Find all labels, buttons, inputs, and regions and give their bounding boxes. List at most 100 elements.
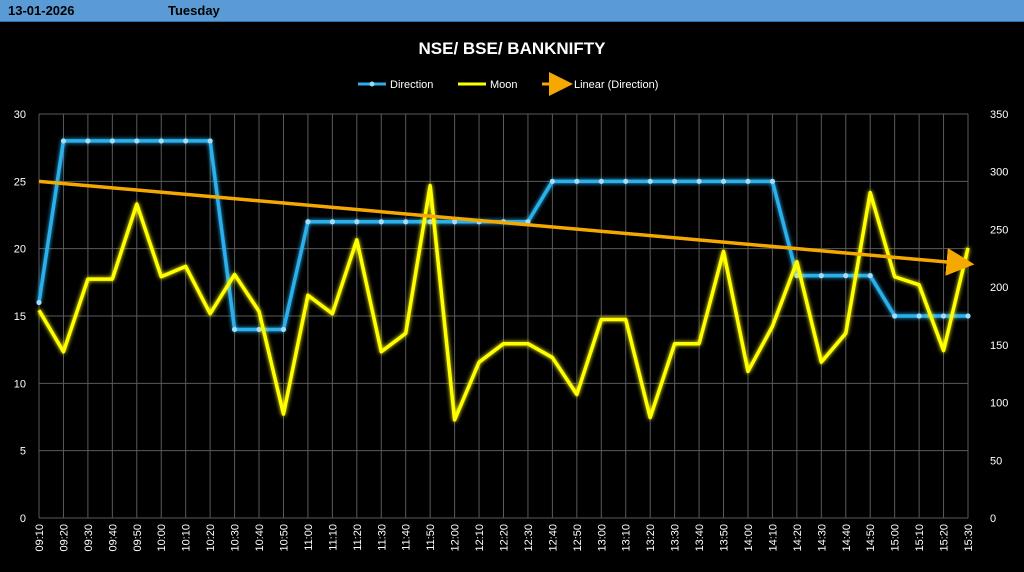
point-direction (378, 219, 384, 225)
y-left-tick-label: 15 (14, 311, 26, 323)
x-tick-label: 12:50 (572, 524, 584, 552)
x-tick-label: 15:30 (963, 524, 975, 552)
point-direction (696, 178, 702, 184)
point-direction (403, 219, 409, 225)
legend-label-moon: Moon (490, 79, 518, 91)
x-tick-label: 11:50 (425, 524, 437, 551)
legend-item-direction: Direction (358, 79, 433, 91)
legend-label-linear: Linear (Direction) (574, 79, 658, 91)
x-tick-label: 12:30 (523, 524, 535, 552)
x-tick-label: 14:40 (841, 524, 853, 552)
x-tick-label: 09:30 (83, 524, 95, 552)
x-tick-label: 09:10 (34, 524, 46, 552)
x-tick-label: 09:20 (58, 524, 70, 552)
x-tick-label: 12:20 (499, 524, 511, 552)
y-right-tick-label: 150 (990, 340, 1008, 352)
point-direction (256, 326, 262, 333)
combo-line-chart: NSE/ BSE/ BANKNIFTY Direction Moon Linea… (14, 39, 1009, 552)
point-direction (427, 219, 433, 225)
x-tick-label: 09:50 (132, 524, 144, 552)
point-direction (598, 178, 604, 184)
x-tick-label: 10:30 (230, 524, 242, 552)
point-direction (940, 313, 947, 319)
x-tick-label: 11:10 (327, 524, 339, 551)
x-tick-label: 15:00 (890, 524, 902, 552)
series-trendline-linear (38, 179, 975, 276)
x-tick-label: 13:10 (621, 524, 633, 552)
x-tick-label: 14:10 (767, 524, 779, 552)
y-right-tick-label: 350 (990, 109, 1008, 121)
header-bar: 13-01-2026 Tuesday (0, 0, 1024, 22)
point-direction (623, 178, 629, 184)
point-direction (818, 273, 824, 279)
y-left-tick-label: 25 (14, 176, 26, 188)
x-tick-label: 13:30 (670, 524, 682, 552)
x-tick-label: 15:20 (939, 524, 951, 552)
chart-series (36, 138, 975, 422)
x-tick-label: 14:30 (816, 524, 828, 552)
y-left-tick-label: 10 (14, 378, 26, 390)
x-tick-label: 14:00 (743, 524, 755, 552)
y-right-tick-label: 200 (990, 282, 1008, 294)
point-direction (769, 178, 776, 184)
y-left-tick-label: 5 (20, 446, 26, 458)
point-direction (867, 273, 873, 279)
series-line-moon (37, 183, 970, 422)
legend-label-direction: Direction (390, 79, 433, 91)
x-tick-label: 13:20 (645, 524, 657, 552)
point-direction (574, 178, 580, 184)
x-tick-label: 11:00 (303, 524, 315, 551)
x-tick-label: 09:40 (107, 524, 119, 552)
point-direction (647, 178, 653, 184)
y-right-tick-label: 250 (990, 224, 1008, 236)
point-direction (672, 178, 678, 184)
chart-legend: Direction Moon Linear (Direction) (358, 72, 658, 96)
header-date: 13-01-2026 (8, 3, 75, 18)
point-direction (60, 138, 67, 144)
x-tick-label: 14:50 (865, 524, 877, 552)
y-left-tick-label: 0 (20, 513, 26, 525)
x-tick-label: 13:50 (719, 524, 731, 552)
point-direction (183, 138, 189, 144)
x-axis: 09:10 09:20 09:30 09:40 09:50 10:00 10:10 10:20… (34, 524, 975, 552)
point-direction (280, 326, 287, 333)
y-axis-left: 0 5 10 15 20 25 30 (14, 109, 26, 525)
point-direction (109, 138, 115, 144)
x-tick-label: 15:10 (914, 524, 926, 552)
x-tick-label: 10:40 (254, 524, 266, 552)
point-direction (207, 138, 213, 144)
x-tick-label: 11:20 (352, 524, 364, 551)
chart-grid (38, 113, 969, 519)
point-direction (305, 219, 311, 225)
point-direction (134, 138, 140, 144)
y-left-tick-label: 20 (14, 244, 26, 256)
y-left-tick-label: 30 (14, 109, 26, 121)
x-tick-label: 13:40 (694, 524, 706, 552)
x-tick-label: 10:50 (278, 524, 290, 552)
point-direction (843, 273, 849, 279)
point-direction (452, 219, 458, 225)
x-tick-label: 12:40 (547, 524, 559, 552)
x-tick-label: 11:30 (376, 524, 388, 551)
point-direction (158, 138, 164, 144)
point-direction (231, 326, 238, 333)
x-tick-label: 12:00 (450, 524, 462, 552)
y-right-tick-label: 0 (990, 513, 996, 525)
x-tick-label: 11:40 (401, 524, 413, 551)
point-direction (549, 178, 555, 184)
point-direction (720, 178, 727, 184)
point-direction (892, 313, 898, 319)
point-direction (36, 299, 42, 306)
point-direction (329, 219, 335, 225)
y-right-tick-label: 300 (990, 167, 1008, 179)
point-direction (965, 313, 971, 319)
legend-item-linear: Linear (Direction) (542, 72, 658, 96)
x-tick-label: 14:20 (792, 524, 804, 552)
point-direction (354, 219, 360, 225)
legend-item-moon: Moon (458, 79, 518, 91)
y-right-tick-label: 100 (990, 398, 1008, 410)
x-tick-label: 13:00 (596, 524, 608, 552)
y-axis-right: 0 50 100 150 200 250 300 350 (990, 109, 1008, 525)
x-tick-label: 10:10 (181, 524, 193, 552)
chart-title: NSE/ BSE/ BANKNIFTY (418, 39, 606, 58)
